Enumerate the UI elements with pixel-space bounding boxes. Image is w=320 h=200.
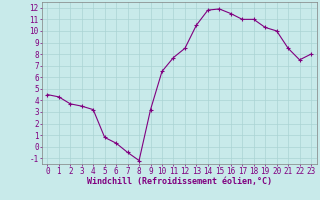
X-axis label: Windchill (Refroidissement éolien,°C): Windchill (Refroidissement éolien,°C) [87,177,272,186]
